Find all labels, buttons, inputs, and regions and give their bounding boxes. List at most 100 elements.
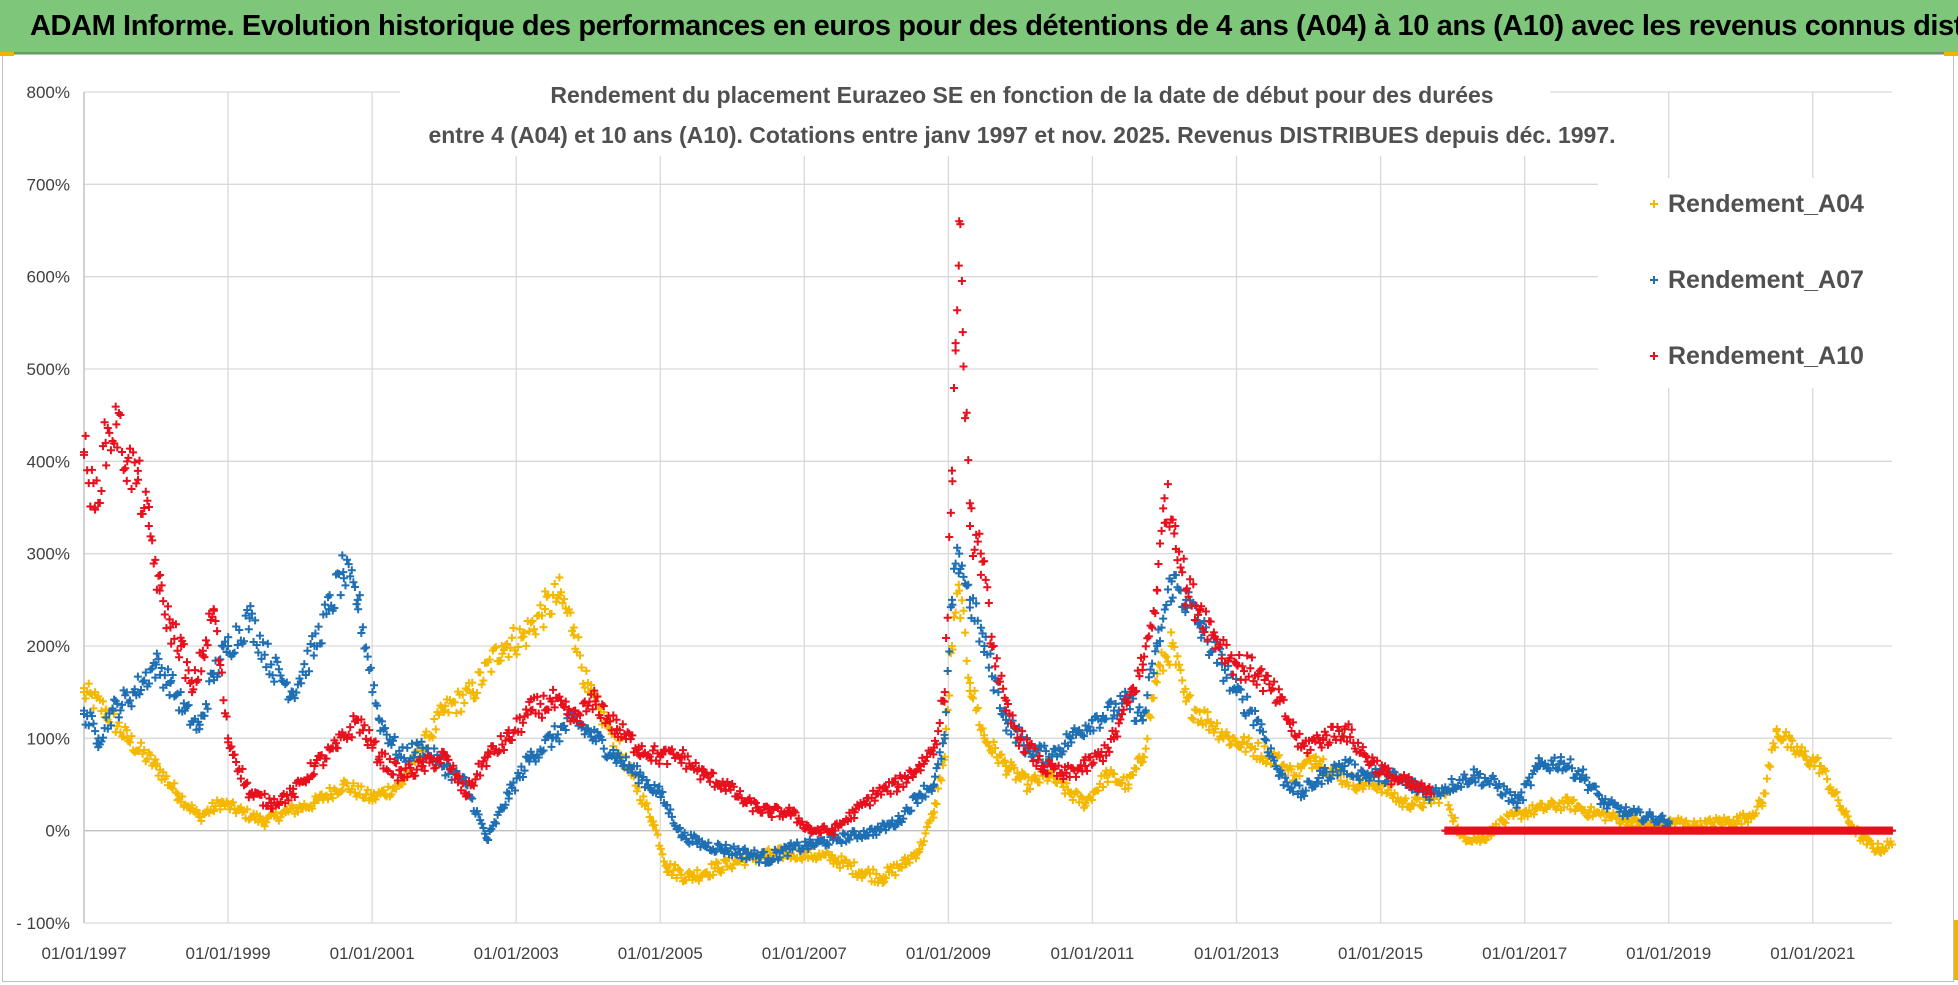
data-point [675,866,684,875]
data-point [195,812,204,821]
data-point [694,876,703,885]
data-point [1343,770,1352,779]
data-point [1124,697,1133,706]
data-point [1095,752,1104,761]
data-point [1369,772,1378,781]
series-Rendement_A07 [80,543,1673,868]
data-point [1357,766,1366,775]
data-point [168,670,177,679]
data-point [645,813,654,822]
data-point [1414,793,1423,802]
data-point [1295,781,1304,790]
data-point [1159,666,1168,675]
data-point [267,660,276,669]
data-point [157,581,166,590]
data-point [1476,769,1485,778]
data-point [330,603,339,612]
data-point [1008,711,1017,720]
data-point [801,837,810,846]
data-point [468,678,477,687]
data-point [1236,685,1245,694]
data-point [671,861,680,870]
data-point [1240,667,1248,676]
y-tick-label: 800% [27,83,70,102]
data-point [209,605,218,614]
data-point [352,600,361,609]
data-point [1569,796,1578,805]
data-point [899,782,908,791]
data-point [1176,563,1185,572]
y-tick-label: 600% [27,268,70,287]
data-point [1628,817,1637,826]
data-point [497,642,506,650]
data-point [1607,812,1616,821]
data-point [1373,785,1382,794]
data-point [260,650,269,659]
data-point [576,651,585,660]
data-point [1390,768,1399,777]
data-point [1545,766,1554,775]
data-point [1105,698,1114,707]
data-point [1003,700,1012,709]
data-point [408,739,417,748]
data-point [360,794,369,803]
data-point [1259,727,1268,736]
data-point [137,686,146,695]
data-point [103,423,112,432]
data-point [901,858,910,867]
data-point [923,752,932,761]
data-point [1054,773,1063,782]
data-point [980,557,989,566]
data-point [713,839,722,848]
data-point [560,595,569,604]
data-point [980,642,989,650]
data-point [213,627,222,636]
data-point [1129,694,1138,703]
data-point [929,780,938,789]
data-point [1211,724,1220,733]
data-point [343,734,352,743]
data-point [1301,786,1310,795]
data-point [1801,752,1810,761]
data-point [452,708,461,717]
data-point [1762,774,1771,783]
data-point [947,595,956,604]
data-point [403,743,412,752]
data-point [208,612,217,621]
data-point [92,476,101,485]
data-point [366,663,375,672]
data-point [1130,688,1139,697]
data-point [300,660,309,669]
data-point [1236,743,1245,752]
data-point [934,727,943,736]
data-point [991,744,1000,753]
data-point [1203,715,1212,724]
data-point [170,779,179,788]
data-point [1160,494,1169,503]
data-point [1141,642,1150,651]
data-point [955,217,964,226]
data-point [396,752,405,761]
data-point [1427,789,1435,798]
data-point [1162,652,1171,661]
data-point [509,778,518,787]
data-point [1146,713,1155,722]
data-point [308,804,317,813]
data-point [1308,764,1317,773]
data-point [507,633,516,642]
data-point [1124,780,1133,789]
data-point [501,800,510,809]
data-point [872,826,881,835]
data-point [1143,691,1152,700]
data-point [418,762,427,771]
data-point [1186,691,1195,700]
chart-title-line2: entre 4 (A04) et 10 ans (A10). Cotations… [428,122,1615,148]
data-point [1425,783,1434,792]
data-point [1509,797,1518,806]
data-point [938,761,947,770]
data-point [1138,752,1147,761]
data-point [119,466,128,475]
data-point [1441,826,1450,835]
data-point [946,508,955,517]
data-point [118,447,127,456]
